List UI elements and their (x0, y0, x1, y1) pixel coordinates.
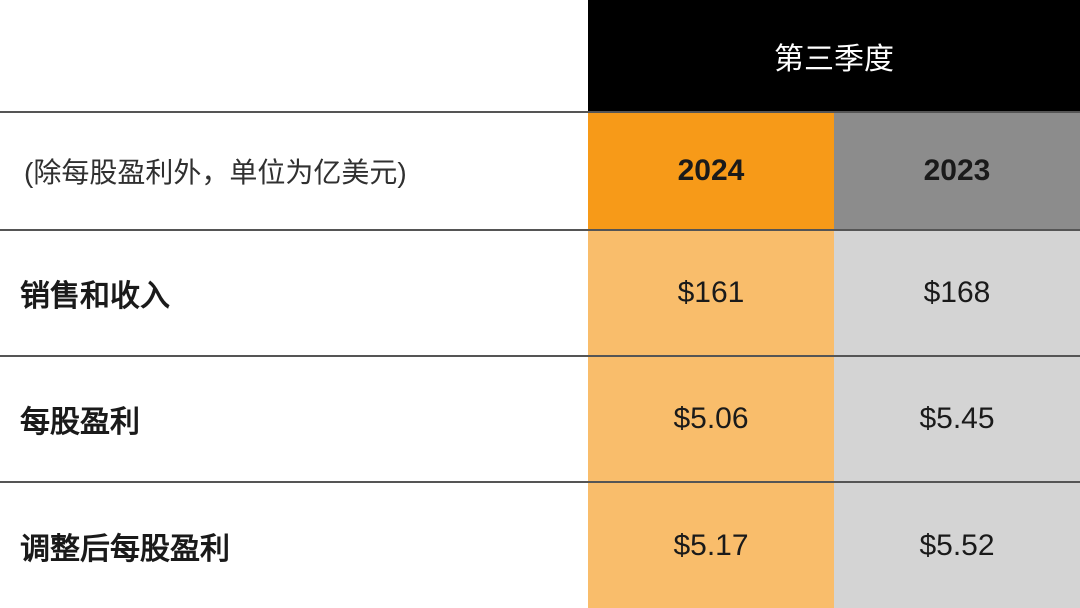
financial-table: 第三季度 (除每股盈利外，单位为亿美元) 2024 2023 销售和收入 $16… (0, 0, 1080, 608)
units-note-cell: (除每股盈利外，单位为亿美元) (0, 112, 588, 230)
table-row: 调整后每股盈利 $5.17 $5.52 (0, 482, 1080, 608)
table-header-row: 第三季度 (0, 0, 1080, 112)
year-prior-cell: 2023 (834, 112, 1080, 230)
row-label: 调整后每股盈利 (0, 482, 588, 608)
table-row: 销售和收入 $161 $168 (0, 230, 1080, 356)
header-period-cell: 第三季度 (588, 0, 1080, 112)
year-current-cell: 2024 (588, 112, 834, 230)
header-empty-cell (0, 0, 588, 112)
table-subheader-row: (除每股盈利外，单位为亿美元) 2024 2023 (0, 112, 1080, 230)
row-value-current: $161 (588, 230, 834, 356)
row-label: 销售和收入 (0, 230, 588, 356)
row-value-prior: $5.45 (834, 356, 1080, 482)
table-row: 每股盈利 $5.06 $5.45 (0, 356, 1080, 482)
row-value-current: $5.06 (588, 356, 834, 482)
row-value-prior: $5.52 (834, 482, 1080, 608)
row-value-current: $5.17 (588, 482, 834, 608)
row-label: 每股盈利 (0, 356, 588, 482)
row-value-prior: $168 (834, 230, 1080, 356)
